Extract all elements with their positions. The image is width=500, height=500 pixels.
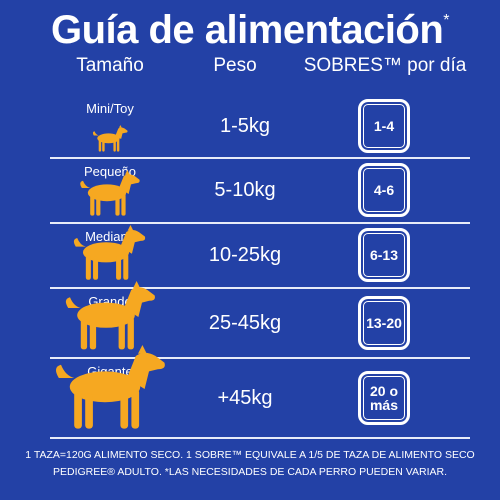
size-label: Mini/Toy: [86, 101, 134, 116]
row-divider: [50, 157, 470, 159]
column-header: Peso: [213, 55, 257, 76]
pouch-icon: 4-6: [358, 163, 410, 217]
column-header: SOBRES™ por día: [303, 55, 467, 76]
weight-label: +45kg: [217, 386, 273, 409]
row-divider: [50, 437, 470, 439]
row-divider: [50, 357, 470, 359]
row-divider: [50, 222, 470, 224]
row-divider: [50, 287, 470, 289]
size-label: Mediano: [85, 229, 135, 244]
dog-icon: [92, 125, 128, 152]
pouch-icon: 13-20: [358, 295, 410, 350]
pouch-icon: 1-4: [358, 99, 410, 153]
footnote: 1 TAZA=120G ALIMENTO SECO. 1 SOBRE™ EQUI…: [25, 449, 475, 478]
column-header: Tamaño: [76, 55, 144, 76]
dog-icon: [80, 170, 140, 216]
weight-label: 5-10kg: [214, 179, 276, 201]
weight-label: 25-45kg: [208, 311, 282, 334]
dog-icon: [65, 281, 155, 350]
pouch-icon: 20 o más: [358, 370, 410, 425]
title-text: Guía de alimentación: [50, 8, 444, 52]
pouch-icon: 6-13: [358, 228, 410, 282]
weight-label: 1-5kg: [219, 115, 271, 137]
size-label: Pequeño: [83, 164, 137, 179]
title: Guía de alimentación*: [0, 8, 500, 53]
weight-label: 10-25kg: [208, 244, 282, 266]
title-mark: *: [443, 12, 450, 29]
dog-icon: [55, 345, 165, 429]
dog-icon: [74, 225, 146, 281]
